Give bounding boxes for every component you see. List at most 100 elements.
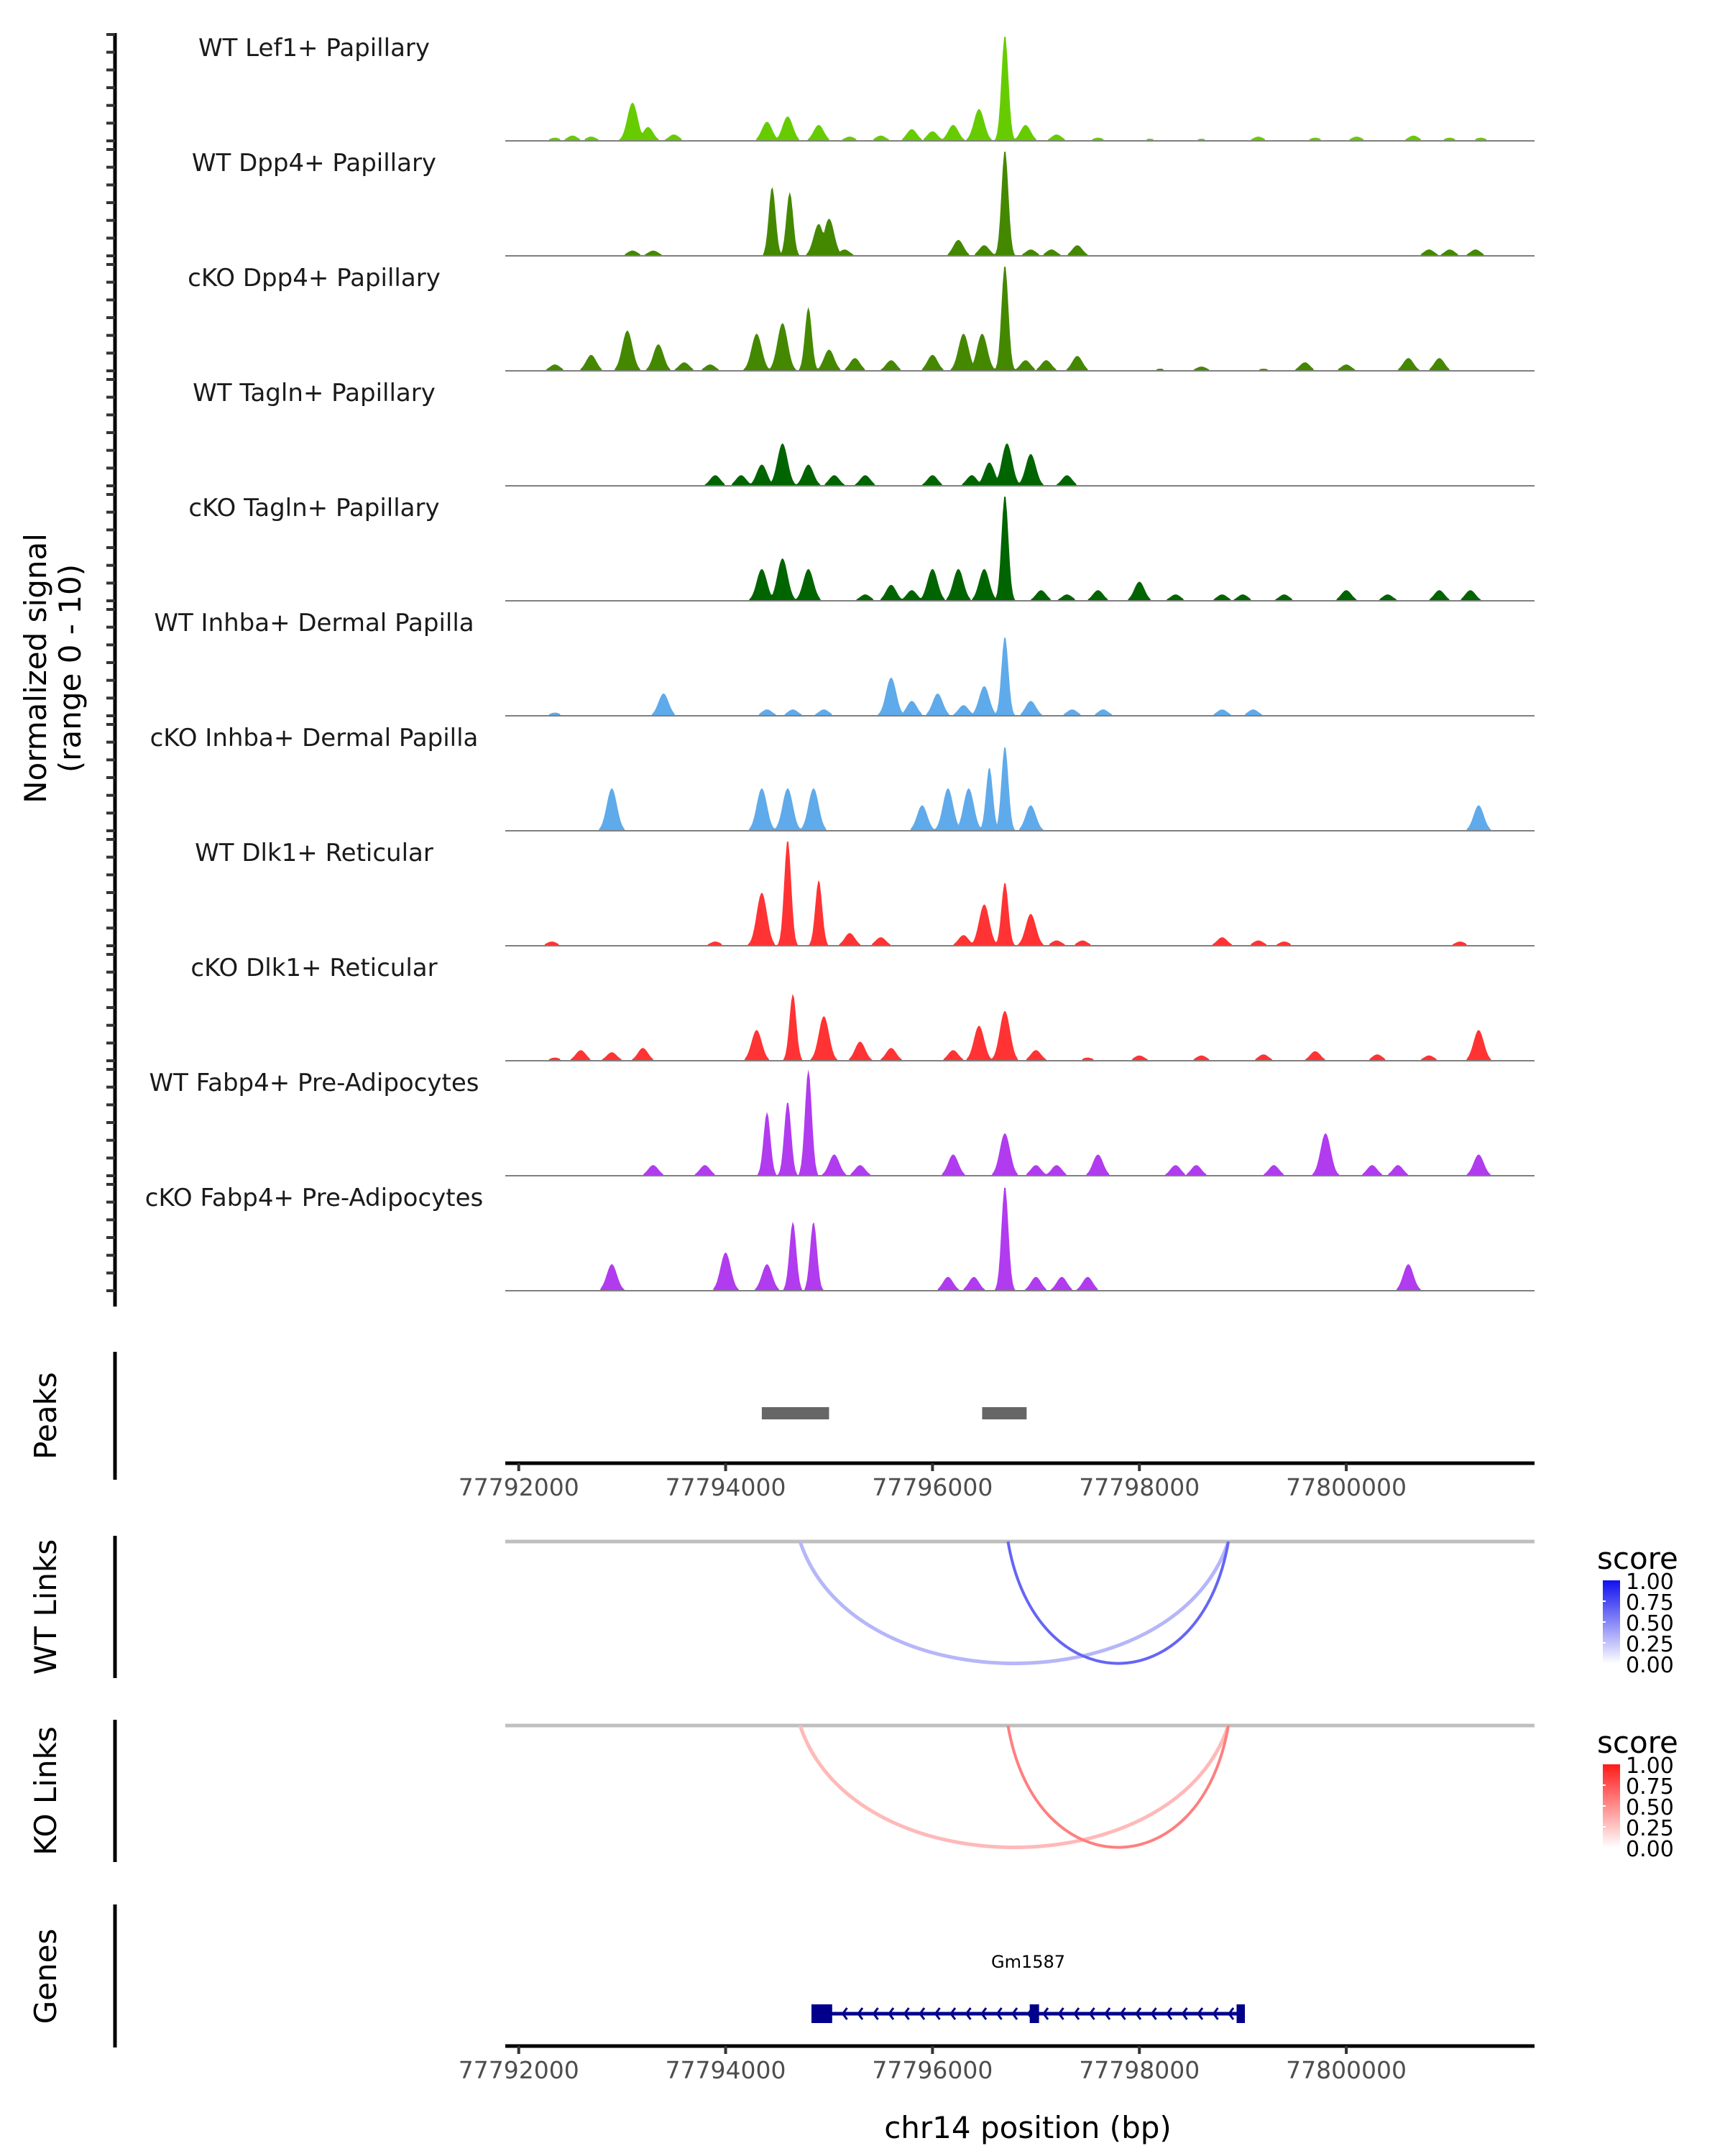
legend-title: score <box>1597 1725 1678 1760</box>
peak-region <box>761 1407 829 1419</box>
strand-arrow-icon <box>919 2007 926 2020</box>
legend-tick-label: 0.75 <box>1626 1590 1674 1616</box>
track-label: cKO Tagln+ Papillary <box>188 494 439 522</box>
strand-arrow-icon <box>965 2007 972 2020</box>
legend-tick-label: 0.50 <box>1626 1795 1674 1820</box>
y-axis-title-line-1: Normalized signal <box>18 533 53 803</box>
x-tick-label: 77800000 <box>1286 1473 1407 1501</box>
strand-arrow-icon <box>980 2007 988 2020</box>
coverage-track: cKO Inhba+ Dermal Papilla <box>150 724 1535 831</box>
legend-tick-label: 0.75 <box>1626 1774 1674 1800</box>
coverage-track: WT Dlk1+ Reticular <box>195 839 1535 946</box>
y-axis-title-line-2: (range 0 - 10) <box>52 564 88 773</box>
link-arc <box>798 1541 1230 1665</box>
strand-arrow-icon <box>888 2007 895 2020</box>
coverage-track: WT Fabp4+ Pre-Adipocytes <box>150 1069 1535 1176</box>
coverage-track: WT Inhba+ Dermal Papilla <box>154 609 1535 717</box>
gene-exon <box>811 2004 832 2023</box>
strand-arrow-icon <box>1212 2007 1219 2020</box>
x-tick-label: 77798000 <box>1079 1473 1200 1501</box>
coverage-area <box>505 747 1535 831</box>
coverage-area <box>505 1069 1535 1176</box>
strand-arrow-icon <box>1042 2007 1049 2020</box>
coverage-area <box>505 637 1535 716</box>
gene-exon <box>1236 2004 1246 2023</box>
x-tick-label: 77798000 <box>1079 2056 1200 2084</box>
coverage-area <box>505 267 1535 371</box>
coverage-track: cKO Fabp4+ Pre-Adipocytes <box>145 1184 1535 1291</box>
x-tick-label: 77796000 <box>872 2056 993 2084</box>
coverage-area <box>505 1187 1535 1291</box>
strand-arrow-icon <box>949 2007 957 2020</box>
x-tick-label: 77794000 <box>666 1473 786 1501</box>
strand-arrow-icon <box>1150 2007 1157 2020</box>
track-label: WT Inhba+ Dermal Papilla <box>154 609 474 637</box>
strand-arrow-icon <box>1104 2007 1111 2020</box>
coverage-area <box>505 152 1535 256</box>
genes-track-label: Genes <box>28 1929 63 2024</box>
x-tick-label: 77792000 <box>459 1473 579 1501</box>
legend-tick-label: 1.00 <box>1626 1754 1674 1779</box>
link-track-label: WT Links <box>28 1539 63 1674</box>
coverage-track: WT Tagln+ Papillary <box>193 379 1535 487</box>
strand-arrow-icon <box>1073 2007 1080 2020</box>
link-arc <box>1006 1541 1230 1665</box>
legend-tick-label: 1.00 <box>1626 1570 1674 1595</box>
track-label: WT Fabp4+ Pre-Adipocytes <box>150 1069 479 1097</box>
x-tick-label: 77796000 <box>872 1473 993 1501</box>
coverage-track: cKO Dpp4+ Papillary <box>188 264 1535 372</box>
x-tick-label: 77794000 <box>666 2056 786 2084</box>
coverage-area <box>505 497 1535 601</box>
x-axis-bottom: 77792000 77794000 77796000 77798000 77800000 <box>459 2044 1535 2084</box>
x-axis-title: chr14 position (bp) <box>884 2110 1172 2145</box>
strand-arrow-icon <box>872 2007 879 2020</box>
track-label: cKO Inhba+ Dermal Papilla <box>150 724 479 752</box>
coverage-area <box>505 841 1535 946</box>
track-label: WT Dlk1+ Reticular <box>195 839 433 867</box>
peaks-track: Peaks <box>28 1352 1027 1480</box>
coverage-track: WT Dpp4+ Papillary <box>192 149 1535 257</box>
strand-arrow-icon <box>934 2007 941 2020</box>
legend-tick-label: 0.00 <box>1626 1837 1674 1862</box>
track-label: WT Dpp4+ Papillary <box>192 149 436 178</box>
genes-track: Genes Gm1587 <box>28 1904 1246 2047</box>
coverage-area <box>505 37 1535 141</box>
coverage-track: cKO Dlk1+ Reticular <box>190 954 1535 1061</box>
strand-arrow-icon <box>1119 2007 1126 2020</box>
coverage-area <box>505 994 1535 1061</box>
strand-arrow-icon <box>903 2007 910 2020</box>
gene-label: Gm1587 <box>991 1952 1065 1972</box>
strand-arrow-icon <box>1011 2007 1018 2020</box>
strand-arrow-icon <box>1197 2007 1204 2020</box>
legend-tick-label: 0.25 <box>1626 1816 1674 1841</box>
track-label: cKO Dpp4+ Papillary <box>188 264 441 292</box>
legend-title: score <box>1597 1541 1678 1576</box>
track-label: WT Tagln+ Papillary <box>193 379 436 407</box>
link-track-label: KO Links <box>28 1726 63 1856</box>
y-axis-title: Normalized signal (range 0 - 10) <box>18 533 88 803</box>
signal-y-axis-ticks <box>106 33 115 1292</box>
coverage-track: WT Lef1+ Papillary <box>198 34 1535 142</box>
x-axis-top: 77792000 77794000 77796000 77798000 77800000 <box>459 1461 1535 1501</box>
strand-arrow-icon <box>1135 2007 1142 2020</box>
link-arc <box>1006 1725 1230 1849</box>
x-tick-label: 77800000 <box>1286 2056 1407 2084</box>
strand-arrow-icon <box>995 2007 1003 2020</box>
legend-tick-label: 0.50 <box>1626 1611 1674 1636</box>
coverage-area <box>505 443 1535 486</box>
coverage-track: cKO Tagln+ Papillary <box>188 494 1535 602</box>
strand-arrow-icon <box>1088 2007 1095 2020</box>
strand-arrow-icon <box>841 2007 848 2020</box>
gene-model: Gm1587 <box>811 1952 1246 2023</box>
strand-arrow-icon <box>1166 2007 1173 2020</box>
peak-region <box>982 1407 1027 1419</box>
strand-arrow-icon <box>857 2007 864 2020</box>
x-tick-label: 77792000 <box>459 2056 579 2084</box>
strand-arrow-icon <box>1181 2007 1188 2020</box>
